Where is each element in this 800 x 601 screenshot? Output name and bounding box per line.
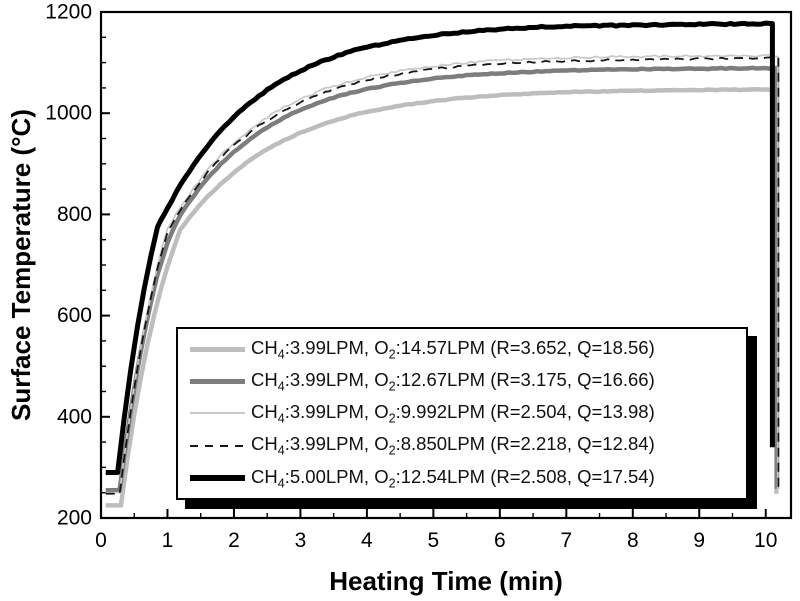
series-line-1 [105, 86, 779, 508]
axis-ticks [100, 11, 767, 519]
legend-entry: CH4:3.99LPM, O2:14.57LPM (R=3.652, Q=18.… [190, 336, 740, 362]
y-tick-label: 1000 [45, 102, 92, 125]
legend-entry-label: CH4:5.00LPM, O2:12.54LPM (R=2.508, Q=17.… [251, 465, 655, 491]
legend-line-sample [190, 474, 245, 481]
legend-entry: CH4:5.00LPM, O2:12.54LPM (R=2.508, Q=17.… [190, 465, 740, 491]
series-line-3 [105, 54, 779, 494]
y-tick-label: 600 [57, 304, 92, 327]
legend-entry: CH4:3.99LPM, O2:8.850LPM (R=2.218, Q=12.… [190, 433, 740, 458]
legend-entry: CH4:3.99LPM, O2:9.992LPM (R=2.504, Q=13.… [190, 401, 740, 426]
x-tick-label: 8 [627, 529, 639, 552]
x-tick-label: 4 [361, 529, 373, 552]
series-lines [105, 20, 780, 508]
legend-line-sample [190, 378, 245, 384]
series-line-5 [105, 20, 775, 475]
x-tick-label: 9 [693, 529, 705, 552]
legend-entry-label: CH4:3.99LPM, O2:8.850LPM (R=2.218, Q=12.… [251, 433, 655, 458]
legend-line-sample [190, 444, 245, 447]
series-line-2 [105, 65, 780, 493]
legend-entry-label: CH4:3.99LPM, O2:9.992LPM (R=2.504, Q=13.… [251, 401, 655, 426]
x-tick-label: 7 [560, 529, 572, 552]
x-axis-title: Heating Time (min) [329, 566, 563, 596]
legend-line-sample [190, 346, 245, 352]
y-tick-label: 400 [57, 405, 92, 428]
x-tick-label: 3 [295, 529, 307, 552]
y-tick-label: 1200 [45, 1, 92, 24]
x-tick-label: 2 [228, 529, 240, 552]
axis-tick-labels: 0 1 2 3 4 5 6 7 8 9 10 200 400 600 800 1000 1200 [45, 1, 777, 553]
legend-entry-label: CH4:3.99LPM, O2:14.57LPM (R=3.652, Q=18.… [251, 336, 655, 362]
y-tick-label: 800 [57, 203, 92, 226]
x-tick-label: 1 [162, 529, 174, 552]
legend-entry-label: CH4:3.99LPM, O2:12.67LPM (R=3.175, Q=16.… [251, 368, 655, 394]
y-tick-label: 200 [57, 507, 92, 530]
x-tick-label: 10 [754, 529, 777, 552]
series-line-4 [105, 56, 780, 495]
chart-legend: CH4:3.99LPM, O2:14.57LPM (R=3.652, Q=18.… [176, 327, 748, 500]
legend-entry: CH4:3.99LPM, O2:12.67LPM (R=3.175, Q=16.… [190, 369, 740, 394]
y-axis-title: Surface Temperature (°C) [6, 109, 36, 421]
x-tick-label: 6 [494, 529, 506, 552]
x-tick-label: 0 [95, 529, 107, 552]
legend-line-sample [190, 412, 245, 415]
x-tick-label: 5 [428, 529, 440, 552]
